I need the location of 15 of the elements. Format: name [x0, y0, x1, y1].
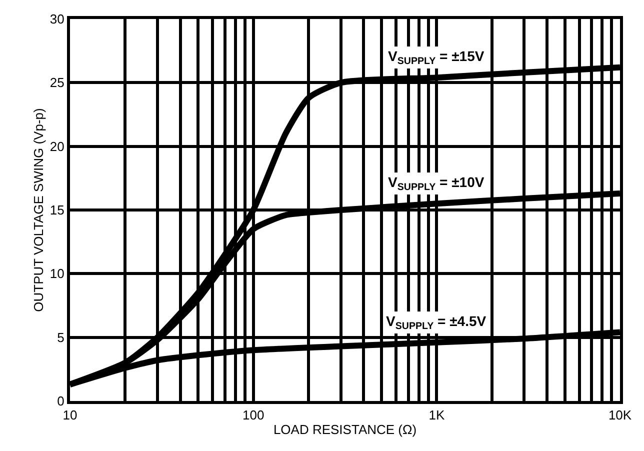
y-axis-title: OUTPUT VOLTAGE SWING (Vp-p) [30, 108, 46, 312]
y-tick-label: 15 [50, 202, 64, 218]
x-tick-label: 100 [242, 408, 264, 423]
series-label: V$_{SUPPLY}$ = ±4.5V [386, 313, 487, 332]
y-tick-label: 30 [50, 12, 64, 27]
x-tick-label: 10K [608, 408, 632, 423]
x-tick-label: 1K [428, 408, 445, 423]
y-tick-label: 5 [57, 330, 64, 345]
series-label: V$_{SUPPLY}$ = ±10V [388, 174, 485, 193]
y-tick-label: 25 [50, 75, 64, 90]
x-axis-title: LOAD RESISTANCE (Ω) [273, 422, 417, 438]
y-tick-label: 10 [50, 266, 64, 282]
y-tick-label: 20 [50, 138, 64, 154]
y-tick-label: 0 [57, 394, 64, 409]
series-label: V$_{SUPPLY}$ = ±15V [388, 48, 485, 67]
